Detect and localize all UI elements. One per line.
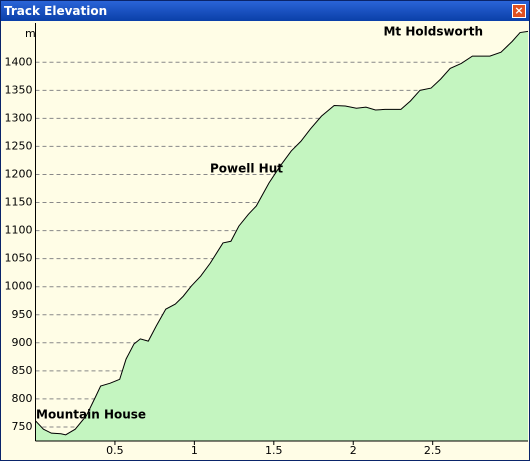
x-tick-label: 1 xyxy=(191,444,198,457)
area xyxy=(35,31,528,441)
line xyxy=(35,30,529,436)
chart: m km 75080085090095010001050110011501200… xyxy=(1,21,529,460)
y-tick-label: 1000 xyxy=(5,280,33,293)
y-tick-label: 1250 xyxy=(5,139,33,152)
y-tick-label: 1400 xyxy=(5,55,33,68)
y-tick-label: 750 xyxy=(12,420,33,433)
y-axis-label: m xyxy=(25,27,36,40)
x-tick-label: 1.5 xyxy=(265,444,283,457)
y-tick-label: 1200 xyxy=(5,167,33,180)
annotation: Mountain House xyxy=(36,408,146,422)
x-tick-label: 0.5 xyxy=(106,444,124,457)
annotation: Powell Hut xyxy=(210,162,283,176)
y-tick-label: 900 xyxy=(12,336,33,349)
close-button[interactable]: × xyxy=(512,4,526,18)
y-tick-label: 1100 xyxy=(5,224,33,237)
y-tick-label: 1350 xyxy=(5,83,33,96)
y-tick-label: 1050 xyxy=(5,252,33,265)
annotation: Mt Holdsworth xyxy=(383,25,483,39)
window-title: Track Elevation xyxy=(1,1,529,21)
y-tick-label: 1150 xyxy=(5,196,33,209)
y-tick-label: 1300 xyxy=(5,111,33,124)
y-tick-label: 950 xyxy=(12,308,33,321)
x-tick-label: 2.5 xyxy=(424,444,442,457)
y-tick-label: 800 xyxy=(12,392,33,405)
x-tick-label: 2 xyxy=(350,444,357,457)
y-tick-label: 850 xyxy=(12,364,33,377)
